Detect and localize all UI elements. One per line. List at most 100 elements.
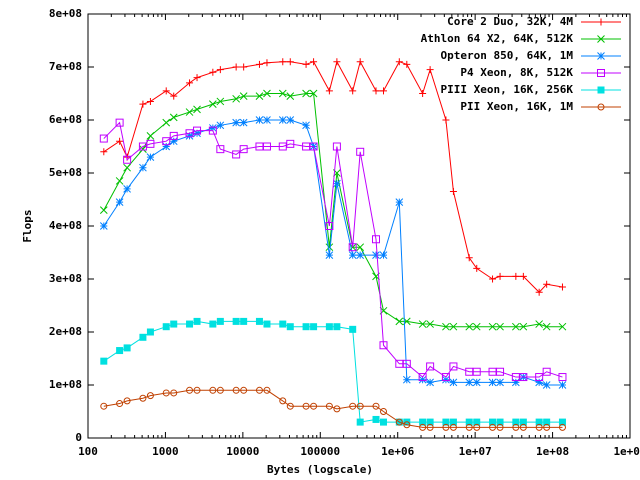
point — [465, 423, 473, 431]
point — [139, 100, 147, 108]
point — [325, 251, 334, 260]
point — [325, 222, 334, 230]
point — [255, 92, 264, 101]
point — [496, 272, 504, 280]
point — [302, 323, 310, 331]
point — [426, 362, 435, 371]
point — [185, 108, 194, 116]
point — [512, 272, 520, 280]
point — [473, 423, 481, 431]
point — [162, 137, 171, 146]
point — [535, 288, 543, 296]
point — [426, 418, 434, 426]
point — [162, 87, 170, 95]
point — [99, 206, 108, 214]
point — [426, 423, 434, 431]
point — [193, 105, 201, 114]
legend-marker — [597, 103, 605, 111]
point — [535, 320, 544, 328]
point — [239, 118, 248, 127]
point — [170, 389, 178, 397]
series — [100, 317, 566, 426]
point — [356, 418, 364, 426]
point — [442, 322, 450, 331]
point — [185, 129, 194, 138]
x-axis-label: Bytes (logscale) — [267, 463, 373, 476]
point — [519, 373, 528, 382]
point — [216, 317, 224, 325]
series-line — [103, 93, 563, 328]
point — [162, 142, 171, 151]
point — [403, 421, 411, 429]
y-tick-label: 5e+08 — [49, 166, 82, 179]
point — [372, 415, 380, 423]
point — [442, 423, 450, 431]
point — [465, 254, 473, 262]
point — [255, 386, 263, 394]
point — [286, 139, 295, 148]
point — [519, 418, 527, 426]
point — [442, 418, 450, 426]
point — [239, 92, 248, 101]
legend-marker — [597, 52, 605, 60]
point — [263, 386, 271, 394]
point — [100, 357, 108, 365]
point — [542, 322, 551, 331]
point — [519, 272, 527, 280]
point — [263, 59, 271, 67]
point — [395, 418, 403, 426]
point — [426, 320, 434, 328]
point — [123, 185, 131, 193]
point — [356, 402, 364, 410]
point — [558, 423, 566, 431]
point — [418, 373, 427, 382]
point — [186, 386, 194, 394]
point — [278, 116, 287, 124]
point — [449, 378, 458, 387]
point — [146, 153, 155, 161]
point — [302, 142, 311, 151]
y-tick-label: 0 — [75, 431, 82, 444]
point — [543, 418, 551, 426]
point — [115, 198, 124, 207]
point — [489, 275, 497, 283]
point — [356, 251, 365, 260]
point — [139, 394, 147, 402]
point — [542, 381, 551, 389]
point — [402, 375, 411, 384]
point — [99, 222, 108, 230]
point — [349, 402, 357, 410]
point — [535, 418, 543, 426]
point — [123, 163, 131, 172]
point — [115, 118, 124, 127]
point — [512, 418, 520, 426]
point — [302, 121, 310, 130]
point — [356, 58, 364, 66]
series-line — [103, 389, 563, 428]
point — [333, 405, 341, 413]
point — [193, 129, 201, 138]
point — [511, 373, 520, 382]
point — [100, 148, 108, 156]
point — [372, 87, 380, 95]
point — [449, 362, 458, 371]
point — [232, 317, 240, 325]
point — [123, 344, 131, 352]
point — [519, 423, 527, 431]
x-tick-label: 1e+07 — [459, 445, 492, 458]
point — [310, 402, 318, 410]
legend-label: PII Xeon, 16K, 1M — [460, 100, 573, 113]
point — [349, 87, 357, 95]
point — [186, 320, 194, 328]
point — [146, 392, 154, 400]
y-tick-label: 7e+08 — [49, 60, 82, 73]
point — [169, 113, 178, 122]
point — [333, 58, 341, 66]
point — [449, 322, 458, 331]
point — [418, 375, 427, 384]
legend-label: PIII Xeon, 16K, 256K — [441, 83, 574, 96]
point — [232, 118, 241, 127]
x-tick-label: 1000 — [152, 445, 179, 458]
x-tick-label: 100000 — [300, 445, 340, 458]
